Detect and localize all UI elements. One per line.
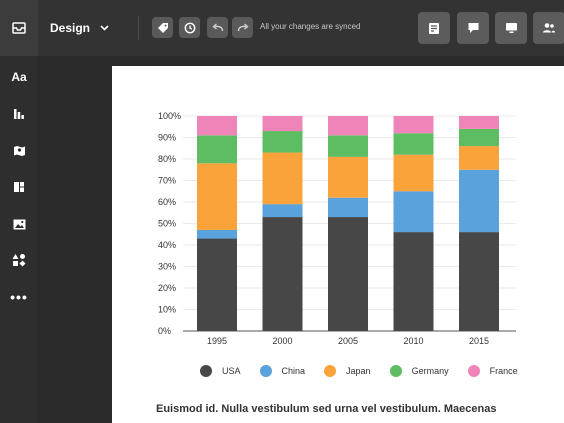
present-button[interactable] [495, 12, 527, 44]
sidebar-item-text[interactable]: Aa [0, 64, 38, 90]
chart-legend: USA China Japan Germany France [200, 365, 537, 377]
clock-icon [184, 22, 195, 33]
redo-icon [237, 22, 249, 31]
legend-item-china[interactable]: China [259, 365, 306, 377]
design-menu[interactable]: Design [50, 0, 109, 56]
legend-label: Japan [346, 366, 371, 376]
undo-button[interactable] [207, 17, 228, 38]
legend-swatch [467, 365, 480, 377]
history-button[interactable] [179, 17, 200, 38]
layout-icon [14, 182, 24, 192]
top-toolbar: Design All your changes are synced [0, 0, 564, 56]
legend-swatch [259, 365, 272, 377]
shapes-icon [12, 254, 26, 267]
sidebar-item-shapes[interactable] [0, 247, 38, 273]
legend-item-usa[interactable]: USA [200, 365, 241, 377]
chevron-down-icon [100, 25, 109, 31]
sync-status: All your changes are synced [260, 22, 361, 31]
tag-icon [157, 22, 168, 33]
legend-item-japan[interactable]: Japan [324, 365, 371, 377]
legend-swatch [324, 365, 337, 377]
speech-bubble-icon [468, 23, 478, 33]
legend-swatch [200, 365, 212, 377]
sidebar-item-more[interactable]: ••• [0, 284, 38, 310]
legend-label: Germany [411, 366, 449, 376]
comments-button[interactable] [457, 12, 489, 44]
legend-label: China [281, 366, 306, 376]
users-icon [543, 23, 555, 33]
legend-label: France [489, 366, 518, 376]
sidebar-item-layout[interactable] [0, 174, 38, 200]
undo-icon [211, 22, 223, 31]
map-icon [13, 145, 25, 156]
sidebar: Aa •• [0, 56, 38, 423]
design-menu-label: Design [50, 21, 91, 35]
legend-item-france[interactable]: France [467, 365, 518, 377]
inbox-icon [12, 22, 26, 34]
redo-button[interactable] [232, 17, 253, 38]
notes-icon [429, 22, 439, 34]
notes-button[interactable] [418, 12, 450, 44]
document-paragraph: Euismod id. Nulla vestibulum sed urna ve… [156, 403, 497, 415]
sidebar-item-map[interactable] [0, 137, 38, 163]
share-button[interactable] [533, 12, 564, 44]
more-dots-icon: ••• [10, 289, 28, 305]
sidebar-item-label: Aa [11, 70, 27, 84]
legend-item-germany[interactable]: Germany [389, 365, 449, 377]
monitor-icon [505, 23, 517, 33]
sidebar-item-image[interactable] [0, 211, 38, 237]
bar-chart-icon [14, 109, 24, 119]
app-menu-button[interactable] [0, 0, 38, 56]
sidebar-item-chart[interactable] [0, 101, 38, 127]
image-icon [13, 219, 25, 229]
tag-button[interactable] [152, 17, 173, 38]
legend-swatch [389, 365, 402, 377]
legend-label: USA [222, 366, 241, 376]
toolbar-divider [138, 16, 139, 40]
